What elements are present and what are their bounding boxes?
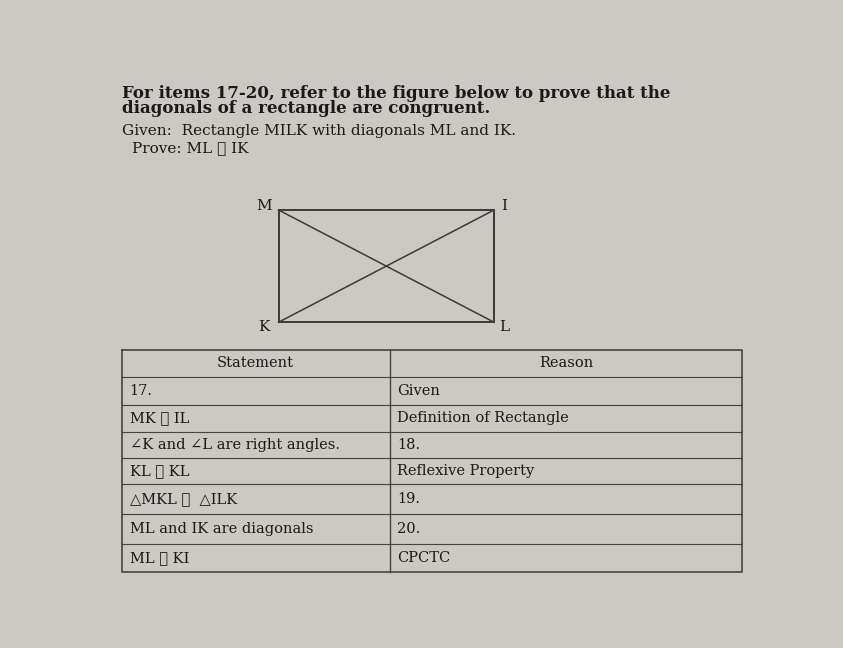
Text: ∠K and ∠L are right angles.: ∠K and ∠L are right angles. [130,438,340,452]
Text: Given: Given [397,384,440,398]
Text: Reflexive Property: Reflexive Property [397,464,534,478]
Text: △MKL ≅  △ILK: △MKL ≅ △ILK [130,492,237,506]
Text: ML ≅ KI: ML ≅ KI [130,551,189,565]
Text: MK ≅ IL: MK ≅ IL [130,411,189,425]
Text: I: I [501,200,507,213]
Text: Given:  Rectangle MILK with diagonals ML and IK.: Given: Rectangle MILK with diagonals ML … [121,124,516,137]
Text: 20.: 20. [397,522,421,537]
Text: ML and IK are diagonals: ML and IK are diagonals [130,522,313,537]
Text: diagonals of a rectangle are congruent.: diagonals of a rectangle are congruent. [121,100,490,117]
Text: 18.: 18. [397,438,421,452]
Text: 19.: 19. [397,492,421,506]
Text: KL ≅ KL: KL ≅ KL [130,464,189,478]
Text: Prove: ML ≅ IK: Prove: ML ≅ IK [132,142,248,156]
Text: Statement: Statement [217,356,294,371]
Text: K: K [259,320,270,334]
Text: For items 17-20, refer to the figure below to prove that the: For items 17-20, refer to the figure bel… [121,86,670,102]
Text: 17.: 17. [130,384,153,398]
Text: CPCTC: CPCTC [397,551,451,565]
Text: Definition of Rectangle: Definition of Rectangle [397,411,569,425]
Text: L: L [499,320,509,334]
Text: M: M [256,200,272,213]
Text: Reason: Reason [539,356,593,371]
